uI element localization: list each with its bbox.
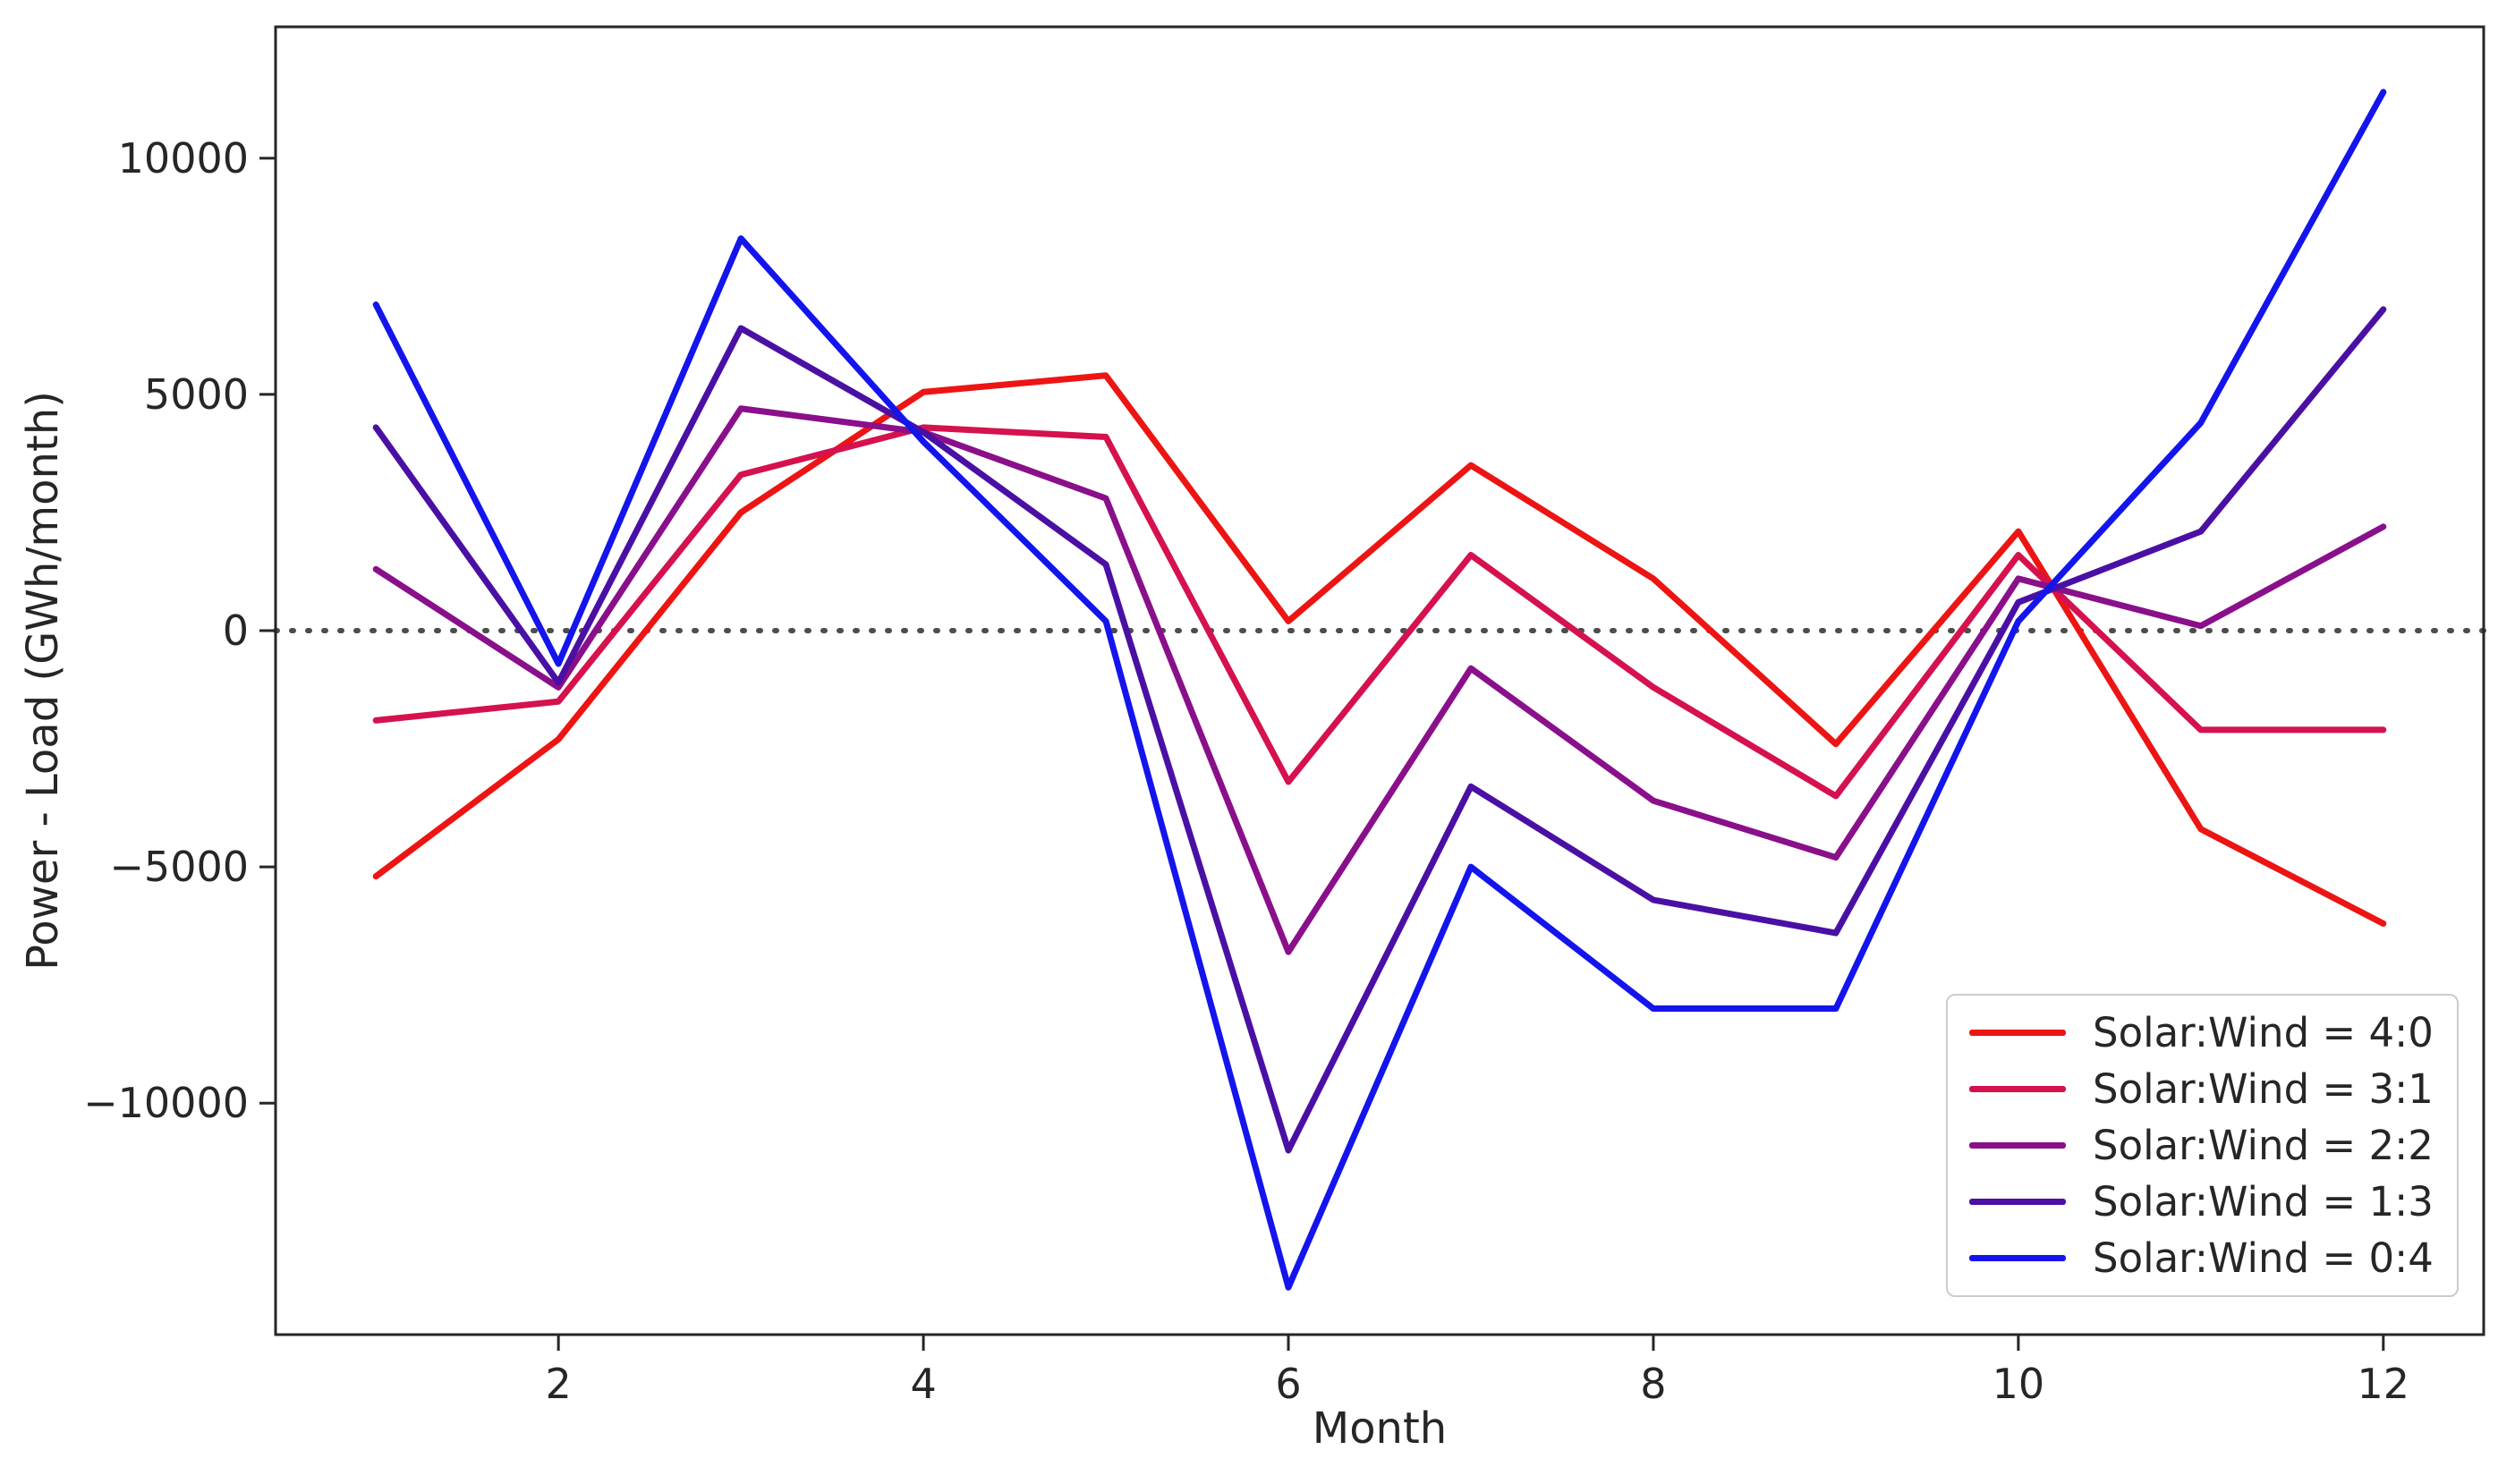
- x-tick-label: 12: [2357, 1360, 2410, 1408]
- legend-label: Solar:Wind = 0:4: [2093, 1234, 2434, 1282]
- legend-row-2: Solar:Wind = 2:2: [1969, 1122, 2435, 1169]
- legend-line-swatch: [1969, 1030, 2066, 1036]
- legend-row-0: Solar:Wind = 4:0: [1969, 1009, 2435, 1056]
- series-line-2: [372, 405, 2387, 955]
- series-line-4: [372, 89, 2387, 1291]
- legend-row-3: Solar:Wind = 1:3: [1969, 1178, 2435, 1225]
- legend-label: Solar:Wind = 2:2: [2093, 1122, 2434, 1169]
- series-line-1: [372, 424, 2387, 800]
- legend-label: Solar:Wind = 4:0: [2093, 1009, 2434, 1056]
- y-tick-label: −5000: [109, 843, 249, 892]
- legend-label: Solar:Wind = 1:3: [2093, 1178, 2434, 1225]
- x-tick-label: 2: [545, 1360, 572, 1408]
- y-axis-label: Power - Load (GWh/month): [18, 391, 68, 971]
- legend: Solar:Wind = 4:0 Solar:Wind = 3:1 Solar:Wi…: [1946, 994, 2459, 1297]
- legend-line-swatch: [1969, 1199, 2066, 1205]
- legend-line-swatch: [1969, 1255, 2066, 1261]
- x-tick-label: 6: [1275, 1360, 1302, 1408]
- legend-row-1: Solar:Wind = 3:1: [1969, 1065, 2435, 1113]
- legend-row-4: Solar:Wind = 0:4: [1969, 1234, 2435, 1282]
- legend-line-swatch: [1969, 1142, 2066, 1149]
- y-tick-label: −10000: [83, 1079, 249, 1128]
- x-tick-label: 4: [910, 1360, 937, 1408]
- legend-label: Solar:Wind = 3:1: [2093, 1065, 2434, 1113]
- y-tick-label: 10000: [117, 133, 249, 182]
- x-axis-label: Month: [1312, 1403, 1448, 1454]
- y-tick-label: 5000: [143, 369, 249, 419]
- y-tick-label: 0: [222, 606, 249, 655]
- plot-border: [274, 25, 2485, 1336]
- x-tick-label: 10: [1992, 1360, 2045, 1408]
- x-tick-label: 8: [1640, 1360, 1667, 1408]
- legend-line-swatch: [1969, 1086, 2066, 1092]
